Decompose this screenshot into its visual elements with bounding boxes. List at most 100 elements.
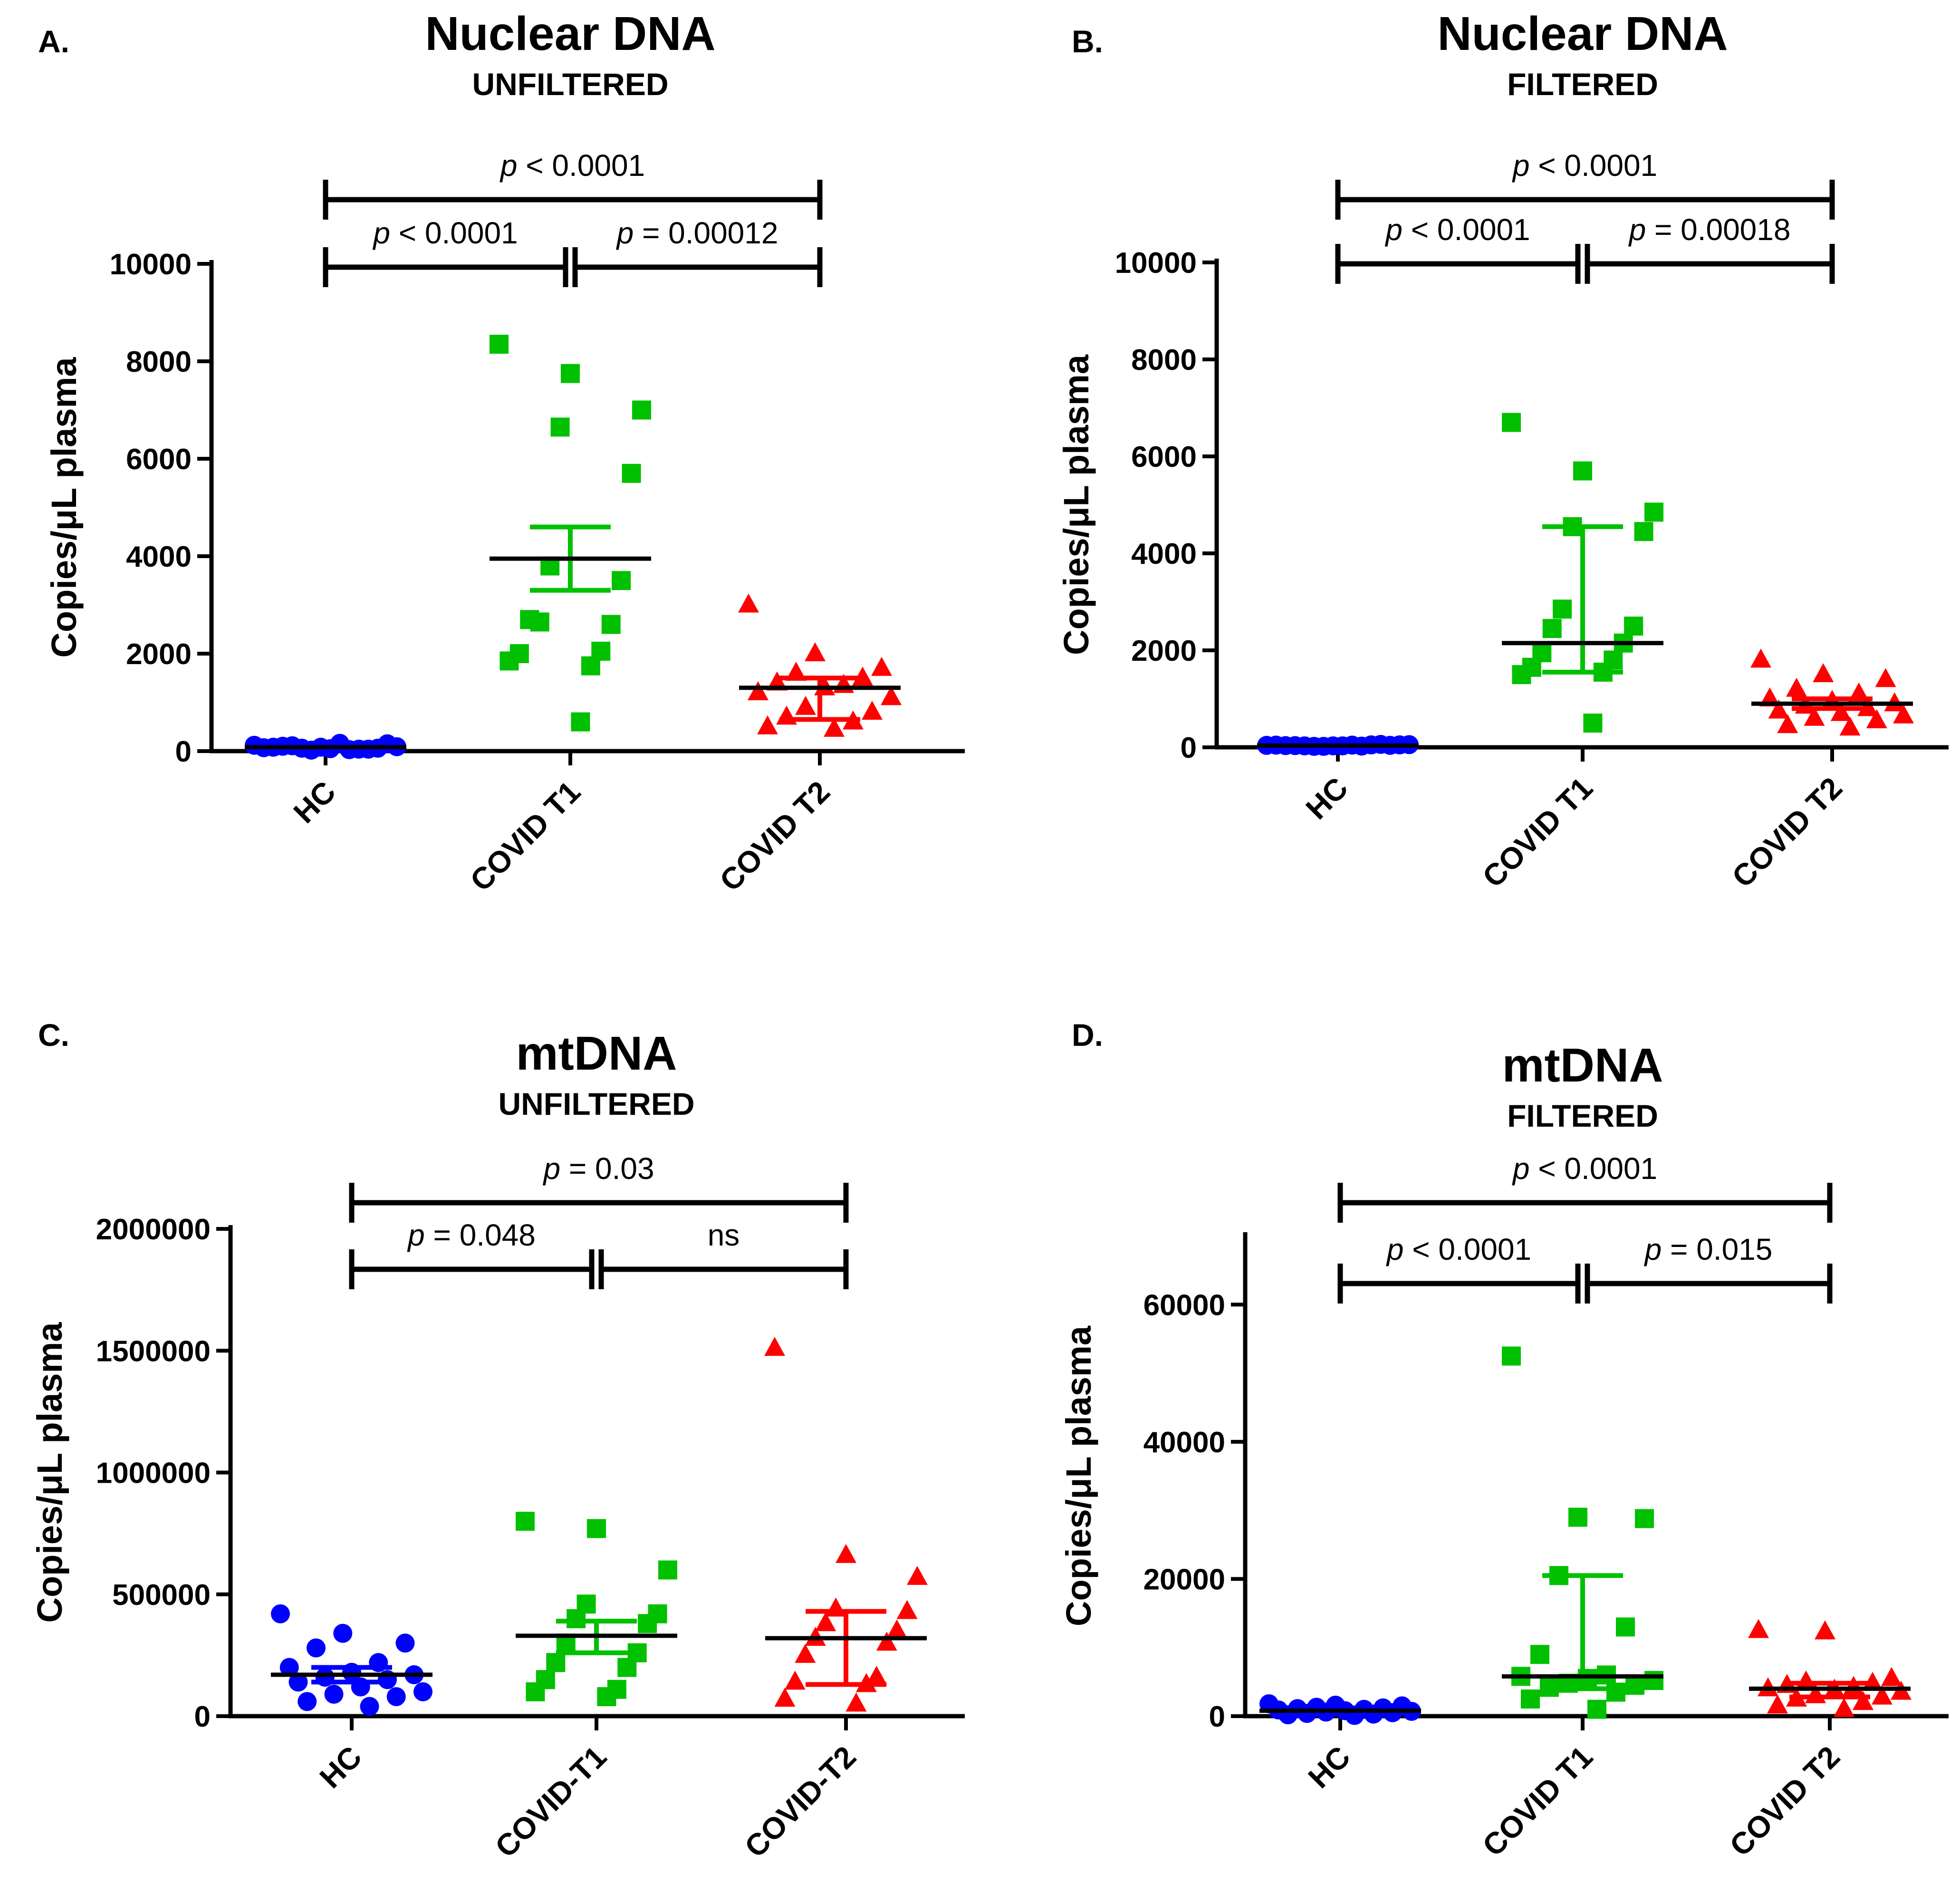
data-point (271, 1604, 290, 1623)
y-tick-label: 60000 (1143, 1289, 1225, 1322)
data-point (1767, 1694, 1788, 1714)
x-tick-label: HC (313, 1739, 368, 1795)
data-point (1553, 599, 1572, 619)
data-point (622, 464, 641, 483)
data-point (1583, 714, 1603, 733)
data-point (795, 695, 816, 715)
y-axis-label: Copies/μL plasma (30, 1322, 69, 1623)
data-point (1644, 502, 1663, 522)
data-point (784, 1671, 806, 1690)
y-tick-label: 0 (1209, 1700, 1225, 1733)
data-point (866, 1666, 887, 1685)
data-point (1872, 1685, 1893, 1705)
data-point (748, 681, 769, 700)
data-point (1502, 413, 1521, 432)
y-tick-label: 6000 (126, 443, 192, 476)
data-point (1815, 1620, 1835, 1640)
data-point (1624, 617, 1643, 636)
y-tick-label: 2000 (126, 638, 192, 671)
p-value-label: p < 0.0001 (1512, 148, 1657, 183)
data-point (862, 701, 883, 720)
panel-letter: A. (38, 24, 69, 59)
data-point (852, 666, 873, 686)
data-point (658, 1560, 677, 1580)
p-value-label: p = 0.00018 (1628, 212, 1791, 247)
data-point (638, 1614, 657, 1633)
data-point (1830, 702, 1852, 721)
data-point (1606, 1682, 1625, 1702)
x-tick-label: COVID T2 (713, 774, 836, 898)
data-point (1644, 1671, 1663, 1690)
y-tick-label: 1500000 (96, 1335, 211, 1368)
y-tick-label: 2000000 (96, 1213, 211, 1246)
data-point (1625, 1676, 1644, 1695)
data-point (805, 642, 826, 661)
data-point (546, 1653, 566, 1672)
y-axis-label: Copies/μL plasma (1059, 1325, 1098, 1626)
data-point (1542, 619, 1562, 638)
p-value-label: p = 0.00012 (616, 216, 778, 250)
x-tick-label: COVID T1 (1476, 1739, 1599, 1863)
data-point (1786, 677, 1807, 697)
data-point (1634, 522, 1653, 541)
y-axis-label: Copies/μL plasma (44, 357, 84, 658)
y-tick-label: 4000 (1131, 538, 1197, 570)
p-value-label: p < 0.0001 (372, 216, 518, 250)
data-point (881, 686, 902, 705)
data-point (597, 1687, 616, 1706)
y-tick-label: 0 (175, 735, 192, 768)
p-value-label: p = 0.03 (542, 1151, 654, 1186)
data-point (1813, 663, 1834, 682)
x-tick-label: COVID-T1 (489, 1739, 613, 1864)
chart-title: Nuclear DNA (425, 7, 715, 60)
y-tick-label: 4000 (126, 541, 192, 573)
data-point (795, 1643, 816, 1663)
data-point (550, 417, 570, 437)
data-point (1875, 668, 1896, 687)
panel-a: A. Nuclear DNA UNFILTERED Copies/μL plasma 0… (38, 7, 965, 898)
x-tick-label: HC (1299, 771, 1355, 826)
y-tick-label: 2000 (1131, 635, 1197, 667)
data-point (824, 717, 845, 737)
y-axis-label: Copies/μL plasma (1057, 354, 1096, 655)
y-tick-label: 8000 (126, 346, 192, 378)
y-tick-label: 20000 (1143, 1563, 1225, 1596)
y-tick-label: 10000 (1115, 247, 1197, 280)
y-tick-label: 500000 (112, 1579, 211, 1612)
y-tick-label: 10000 (110, 248, 192, 281)
data-point (907, 1565, 928, 1585)
chart-title: mtDNA (516, 1027, 677, 1080)
data-point (1777, 714, 1798, 734)
data-point (567, 1609, 586, 1628)
data-point (360, 1697, 379, 1716)
data-point (500, 651, 519, 671)
data-point (298, 1692, 317, 1711)
data-point (386, 1687, 406, 1706)
data-point (1834, 1698, 1854, 1717)
data-point (581, 656, 600, 676)
chart-subtitle: UNFILTERED (472, 67, 668, 102)
y-tick-label: 40000 (1143, 1426, 1225, 1459)
data-point (307, 1638, 326, 1658)
data-point (632, 400, 651, 420)
data-point (561, 364, 580, 383)
data-point (774, 1688, 796, 1707)
chart-title: Nuclear DNA (1437, 7, 1728, 60)
data-point (516, 1512, 535, 1531)
data-point (1750, 648, 1771, 668)
p-value-label: p = 0.015 (1644, 1232, 1773, 1266)
data-point (1881, 1667, 1902, 1686)
data-point (757, 715, 778, 734)
data-point (1278, 1705, 1297, 1725)
data-point (764, 1337, 785, 1356)
data-point (617, 1658, 637, 1677)
data-point (1635, 1509, 1654, 1528)
data-point (324, 1684, 344, 1704)
data-point (395, 1633, 415, 1653)
y-tick-label: 8000 (1131, 344, 1197, 377)
data-point (876, 1632, 897, 1651)
data-point (571, 712, 590, 732)
p-value-label: p < 0.0001 (1386, 1232, 1531, 1266)
data-point (845, 1692, 867, 1712)
data-point (1853, 1691, 1874, 1710)
